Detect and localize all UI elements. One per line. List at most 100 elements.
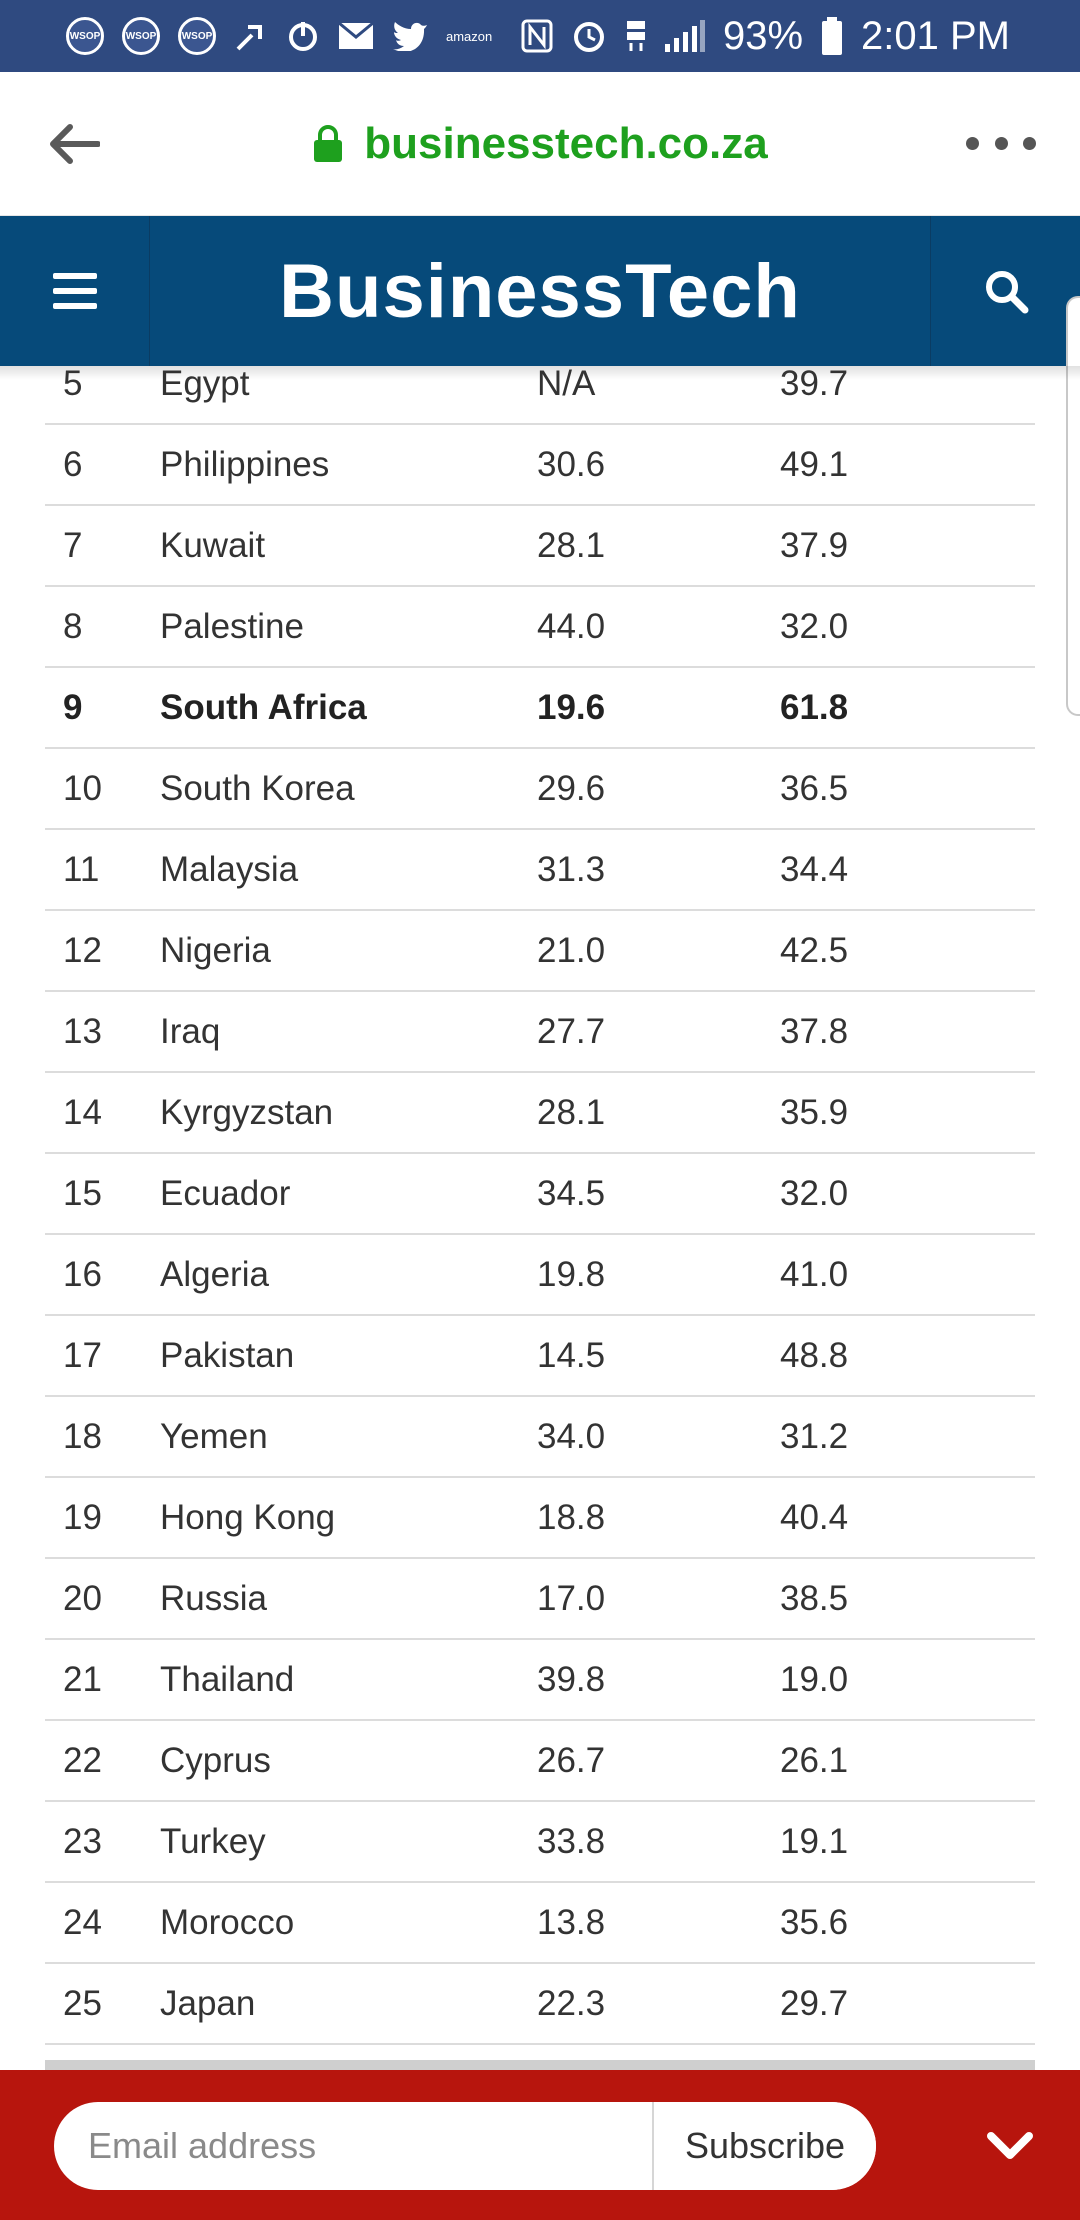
rank-cell: 11 bbox=[63, 849, 100, 889]
value-2-cell: 26.1 bbox=[780, 1740, 849, 1780]
rank-cell: 21 bbox=[63, 1659, 102, 1699]
value-2-cell: 39.7 bbox=[780, 366, 849, 403]
country-cell: Hong Kong bbox=[160, 1497, 336, 1537]
country-cell: Ecuador bbox=[160, 1173, 291, 1213]
value-2-cell: 32.0 bbox=[780, 1173, 849, 1213]
value-1-cell: 14.5 bbox=[537, 1335, 606, 1375]
table-row: 15 Ecuador 34.5 32.0 bbox=[45, 1154, 1035, 1235]
browser-bar: businesstech.co.za bbox=[0, 72, 1080, 216]
back-button[interactable] bbox=[44, 114, 104, 174]
table-row: 7 Kuwait 28.1 37.9 bbox=[45, 506, 1035, 587]
rank-cell: 7 bbox=[63, 525, 83, 565]
header-shadow bbox=[0, 366, 1080, 380]
ranking-table: 5 Egypt N/A 39.7 6 Philippines 30.6 49.1 7 Kuwait… bbox=[0, 366, 1080, 2070]
4g-lte-icon bbox=[625, 19, 647, 53]
value-1-cell: 33.8 bbox=[537, 1821, 606, 1861]
value-2-cell: 31.2 bbox=[780, 1416, 849, 1456]
more-options-button[interactable] bbox=[966, 128, 1036, 158]
search-icon bbox=[985, 271, 1028, 314]
email-input[interactable] bbox=[54, 2102, 652, 2190]
value-2-cell: 37.8 bbox=[780, 1011, 849, 1051]
wsop-icon: WSOP bbox=[178, 17, 216, 55]
country-cell: Morocco bbox=[160, 1902, 295, 1942]
value-1-cell: N/A bbox=[537, 366, 596, 403]
value-1-cell: 26.7 bbox=[537, 1740, 606, 1780]
signal-icon bbox=[664, 20, 705, 52]
status-left: WSOP WSOP WSOP amazon bbox=[66, 17, 492, 55]
table-row: 11 Malaysia 31.3 34.4 bbox=[45, 830, 1035, 911]
amazon-icon: amazon bbox=[446, 28, 493, 44]
value-2-cell: 38.5 bbox=[780, 1578, 849, 1618]
value-1-cell: 21.0 bbox=[537, 930, 606, 970]
country-cell: Egypt bbox=[160, 366, 250, 403]
table-row: 10 South Korea 29.6 36.5 bbox=[45, 749, 1035, 830]
country-cell: Algeria bbox=[160, 1254, 269, 1294]
country-cell: Thailand bbox=[160, 1659, 295, 1699]
table-row: 21 Thailand 39.8 19.0 bbox=[45, 1640, 1035, 1721]
country-cell: Cyprus bbox=[160, 1740, 271, 1780]
rank-cell: 16 bbox=[63, 1254, 102, 1294]
country-cell: Philippines bbox=[160, 444, 330, 484]
power-icon bbox=[286, 19, 320, 53]
value-1-cell: 29.6 bbox=[537, 768, 606, 808]
back-arrow-icon bbox=[50, 124, 100, 164]
collapse-button[interactable] bbox=[980, 2116, 1040, 2176]
clock: 2:01 PM bbox=[861, 13, 1010, 58]
value-2-cell: 29.7 bbox=[780, 1983, 849, 2023]
chevron-down-icon bbox=[987, 2132, 1033, 2159]
rank-cell: 6 bbox=[63, 444, 83, 484]
more-dot-icon bbox=[966, 136, 979, 150]
table-row: 12 Nigeria 21.0 42.5 bbox=[45, 911, 1035, 992]
country-cell: Japan bbox=[160, 1983, 256, 2023]
value-2-cell: 35.9 bbox=[780, 1092, 849, 1132]
rank-cell: 18 bbox=[63, 1416, 102, 1456]
rank-cell: 25 bbox=[63, 1983, 102, 2023]
table-row: 24 Morocco 13.8 35.6 bbox=[45, 1883, 1035, 1964]
url-text[interactable]: businesstech.co.za bbox=[364, 119, 768, 168]
battery-icon bbox=[821, 17, 843, 55]
status-bar: WSOP WSOP WSOP amazon 93% bbox=[0, 0, 1080, 72]
subscribe-button[interactable]: Subscribe bbox=[652, 2102, 876, 2190]
share-icon bbox=[234, 19, 268, 53]
country-cell: Palestine bbox=[160, 606, 304, 646]
table-row: 5 Egypt N/A 39.7 bbox=[45, 366, 1035, 425]
hamburger-icon bbox=[52, 273, 97, 309]
country-cell: Russia bbox=[160, 1578, 267, 1618]
country-cell: South Korea bbox=[160, 768, 355, 808]
menu-button[interactable] bbox=[0, 216, 150, 366]
value-1-cell: 19.6 bbox=[537, 687, 606, 727]
nfc-icon bbox=[521, 19, 553, 53]
rank-cell: 20 bbox=[63, 1578, 102, 1618]
country-cell: Turkey bbox=[160, 1821, 266, 1861]
table-row: 9 South Africa 19.6 61.8 bbox=[45, 668, 1035, 749]
search-button[interactable] bbox=[930, 216, 1080, 366]
more-dot-icon bbox=[1023, 136, 1036, 150]
value-1-cell: 44.0 bbox=[537, 606, 606, 646]
value-1-cell: 31.3 bbox=[537, 849, 606, 889]
value-1-cell: 30.6 bbox=[537, 444, 606, 484]
value-1-cell: 34.0 bbox=[537, 1416, 606, 1456]
rank-cell: 8 bbox=[63, 606, 83, 646]
value-2-cell: 34.4 bbox=[780, 849, 849, 889]
rank-cell: 15 bbox=[63, 1173, 102, 1213]
more-dot-icon bbox=[994, 136, 1008, 150]
value-2-cell: 40.4 bbox=[780, 1497, 849, 1537]
battery-percent: 93% bbox=[722, 13, 804, 58]
value-2-cell: 37.9 bbox=[780, 525, 849, 565]
rank-cell: 12 bbox=[63, 930, 102, 970]
rank-cell: 17 bbox=[63, 1335, 102, 1375]
value-1-cell: 17.0 bbox=[537, 1578, 606, 1618]
site-header: BusinessTech bbox=[0, 216, 1080, 366]
country-cell: Yemen bbox=[160, 1416, 268, 1456]
site-logo[interactable]: BusinessTech bbox=[279, 248, 801, 334]
table-row: 20 Russia 17.0 38.5 bbox=[45, 1559, 1035, 1640]
value-2-cell: 19.1 bbox=[780, 1821, 849, 1861]
side-scroll-handle[interactable] bbox=[1066, 296, 1080, 716]
rank-cell: 14 bbox=[63, 1092, 102, 1132]
value-2-cell: 32.0 bbox=[780, 606, 849, 646]
address-bar: businesstech.co.za bbox=[0, 72, 1080, 216]
twitter-icon bbox=[392, 21, 428, 51]
table-row: 17 Pakistan 14.5 48.8 bbox=[45, 1316, 1035, 1397]
country-cell: Kuwait bbox=[160, 525, 266, 565]
table-row: 13 Iraq 27.7 37.8 bbox=[45, 992, 1035, 1073]
